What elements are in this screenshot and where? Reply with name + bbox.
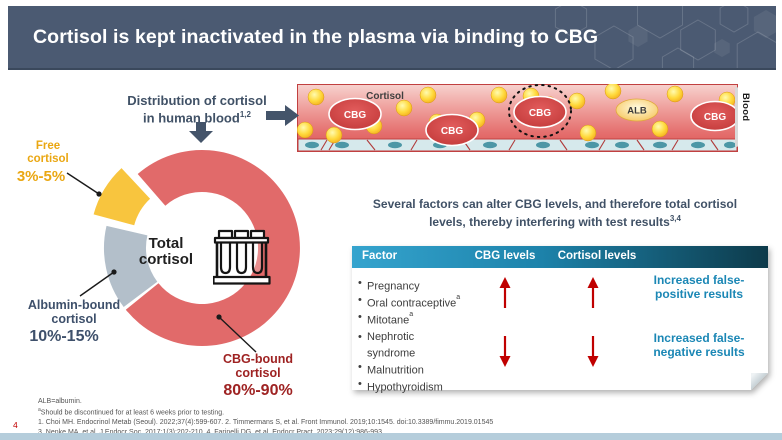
list-item: Hypothyroidism bbox=[358, 378, 443, 395]
up-arrow-icon bbox=[499, 277, 511, 308]
cortisol-change-arrow-row2 bbox=[585, 334, 601, 368]
result-row1: Increased false-positive results bbox=[653, 273, 745, 301]
blood-vessel-illustration: CBG CBG CBG CBG ALB Cortisol bbox=[297, 84, 738, 152]
table-header-row: Factor CBG levels Cortisol levels bbox=[352, 246, 768, 268]
factor-list-row1: Pregnancy Oral contraceptivea Mitotanea bbox=[358, 277, 460, 328]
up-arrow-icon bbox=[587, 277, 599, 308]
factor-list-row2: Nephrotic syndrome Malnutrition Hypothyr… bbox=[358, 331, 443, 395]
alb-label: ALB bbox=[627, 106, 647, 117]
donut-center-label: Total cortisol bbox=[138, 235, 194, 268]
cbg-change-arrow-row1 bbox=[497, 276, 513, 310]
list-item: Pregnancy bbox=[358, 277, 460, 294]
title-bar: Cortisol is kept inactivated in the plas… bbox=[8, 6, 776, 70]
label-cbg-bound-cortisol: CBG-bound cortisol 80%-90% bbox=[195, 352, 321, 400]
albumin-molecule bbox=[615, 98, 659, 122]
reference-line-2: 3. Nenke MA, et al. J Endocr Soc. 2017;1… bbox=[38, 428, 493, 437]
reference-superscript: 3,4 bbox=[669, 213, 681, 223]
list-item: Mitotanea bbox=[358, 311, 460, 328]
down-arrow-icon bbox=[587, 336, 599, 367]
cortisol-change-arrow-row1 bbox=[585, 276, 601, 310]
value-free-cortisol: 3%-5% bbox=[16, 168, 66, 185]
column-header-cbg: CBG levels bbox=[474, 250, 536, 262]
dotted-highlight-ellipse bbox=[508, 84, 572, 138]
page-fold-corner bbox=[751, 373, 768, 390]
blood-axis-label: Blood bbox=[740, 93, 751, 122]
value-albumin-bound: 10%-15% bbox=[29, 328, 99, 345]
cbg-label: CBG bbox=[529, 108, 551, 119]
list-item: Malnutrition bbox=[358, 361, 440, 378]
donut-chart-heading: Distribution of cortisol in human blood1… bbox=[99, 94, 295, 125]
cortisol-label: Cortisol bbox=[366, 91, 404, 102]
donut-segment-free bbox=[93, 168, 151, 226]
endothelium-layer bbox=[297, 138, 738, 152]
cbg-label: CBG bbox=[344, 110, 366, 121]
label-free-cortisol: Free cortisol 3%-5% bbox=[4, 140, 92, 185]
list-item: Oral contraceptivea bbox=[358, 294, 460, 311]
page-number: 4 bbox=[13, 420, 18, 430]
value-cbg-bound: 80%-90% bbox=[223, 382, 293, 399]
footnote-a: aShould be discontinued for at least 6 w… bbox=[38, 407, 225, 417]
column-header-factor: Factor bbox=[362, 250, 398, 262]
cbg-label: CBG bbox=[441, 126, 463, 137]
vessel-edge-bar bbox=[735, 87, 738, 147]
donut-chart bbox=[93, 150, 300, 347]
footnotes: ALB=albumin. aShould be discontinued for… bbox=[38, 397, 493, 437]
list-item: Nephrotic syndrome bbox=[358, 331, 440, 361]
cbg-label: CBG bbox=[704, 112, 726, 123]
test-tube-rack-icon bbox=[213, 229, 271, 285]
reference-superscript: 1,2 bbox=[239, 110, 251, 119]
factors-heading: Several factors can alter CBG levels, an… bbox=[372, 197, 738, 229]
reference-line-1: 1. Choi MH. Endocrinol Metab (Seoul). 20… bbox=[38, 419, 494, 427]
donut-segment-albumin-bound bbox=[103, 225, 158, 307]
down-arrow-icon bbox=[499, 336, 511, 367]
abbreviation-note: ALB=albumin. bbox=[38, 398, 82, 405]
label-albumin-bound-cortisol: Albumin-bound cortisol 10%-15% bbox=[3, 298, 145, 346]
column-header-cortisol: Cortisol levels bbox=[557, 250, 637, 262]
donut-heading-line1: Distribution of cortisol bbox=[127, 93, 267, 108]
bottom-accent-bar bbox=[0, 433, 782, 440]
slide-title: Cortisol is kept inactivated in the plas… bbox=[33, 25, 599, 48]
cbg-molecules: CBG CBG CBG CBG bbox=[328, 84, 738, 147]
donut-segment-cbg-bound bbox=[125, 150, 300, 347]
cbg-change-arrow-row2 bbox=[497, 334, 513, 368]
result-row2: Increased false-negative results bbox=[653, 331, 745, 359]
donut-heading-line2: in human blood1,2 bbox=[143, 110, 251, 126]
